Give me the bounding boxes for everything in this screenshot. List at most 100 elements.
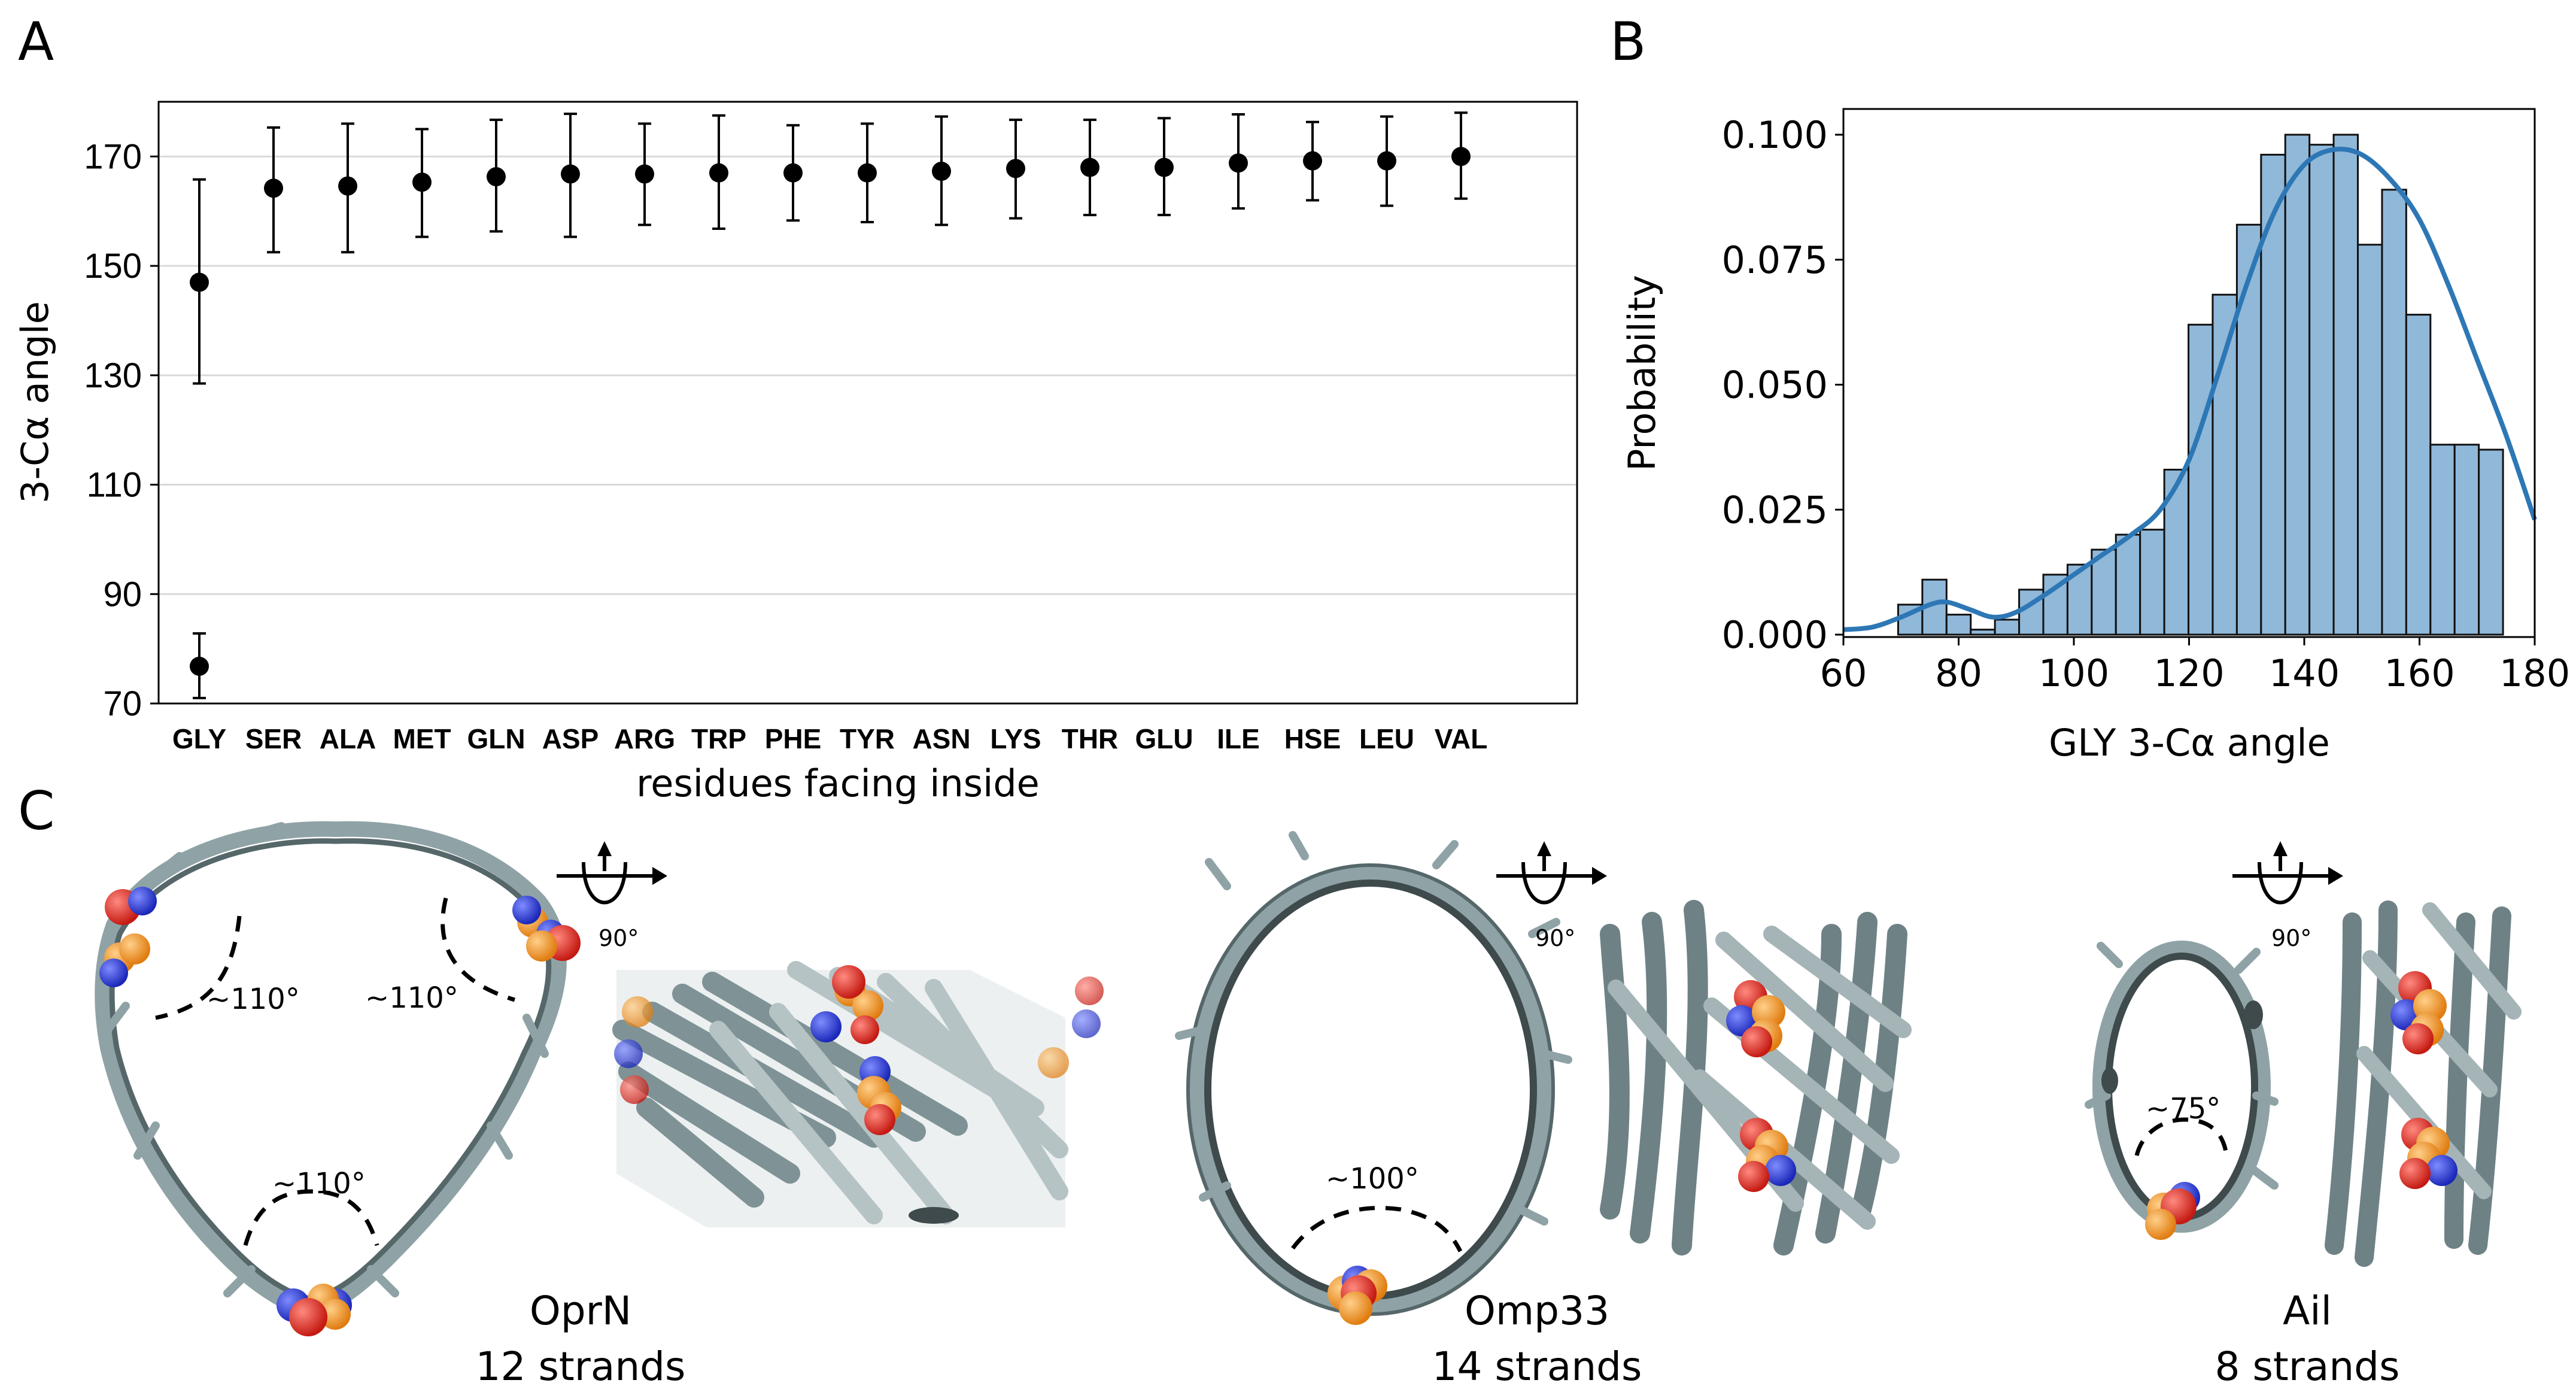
oprn-side-view	[612, 961, 1104, 1227]
ail-angle: ~75°	[2146, 1092, 2220, 1126]
omp33-side-view	[1600, 900, 1912, 1256]
panel-b-x-ticks: 60 80 100 120 140 160 180	[1820, 637, 2570, 695]
oprn-gly-spheres-right	[512, 896, 581, 962]
panel-b-histogram-bar	[2284, 134, 2311, 636]
panel-b-x-tick-label: 180	[2499, 651, 2570, 695]
panel-b-histogram-bar	[2188, 323, 2214, 636]
panel-a-data-point	[412, 172, 432, 192]
ail-side-view	[2325, 900, 2522, 1267]
oprn-angle-right: ~110°	[365, 981, 458, 1015]
panel-a-y-axis-label: 3-Cα angle	[13, 301, 57, 504]
panel-a-data-point	[487, 167, 506, 187]
panel-b-histogram-bar	[2235, 223, 2262, 636]
panel-a-data-point	[858, 163, 877, 183]
panel-a-x-tick-label: TYR	[840, 723, 895, 754]
panel-b-y-tick-label: 0.025	[1722, 488, 1828, 532]
omp33-rotation-icon: 90°	[1496, 841, 1607, 951]
panel-b-histogram-bar	[2405, 314, 2432, 636]
panel-b-histogram-bar	[1994, 618, 2021, 636]
ail-name: Ail	[2283, 1288, 2332, 1334]
oprn-angle-left: ~110°	[206, 982, 300, 1016]
panel-a-x-ticks: GLY SER ALA MET GLN ASP ARG TRP PHE TYR ASN LYS THR G…	[172, 723, 1487, 754]
panel-b-histogram-bar	[2115, 533, 2141, 636]
oprn-rotation-label: 90°	[599, 925, 639, 951]
omp33-name: Omp33	[1465, 1288, 1609, 1334]
panel-a-y-tick-label: 170	[84, 137, 142, 176]
panel-a-x-tick-label: HSE	[1284, 723, 1341, 754]
panel-b-histogram-bar	[1970, 629, 1996, 636]
ail-rotation-icon: 90°	[2232, 841, 2343, 951]
panel-b-histogram-bar	[2478, 448, 2504, 636]
panel-a-x-tick-label: VAL	[1435, 723, 1488, 754]
panel-b-y-axis-label: Probability	[1620, 275, 1664, 471]
panel-a-data-point	[1080, 157, 1099, 177]
oprn-gly-spheres-left	[99, 887, 157, 987]
panel-a-x-tick-label: ILE	[1217, 723, 1260, 754]
oprn-strands: 12 strands	[476, 1344, 686, 1390]
panel-a-x-tick-label: ASP	[542, 723, 599, 754]
panel-b-chart: 0.000 0.025 0.050 0.075 0.100 60 80 100 120 140 1…	[1620, 108, 2570, 765]
panel-a-data-point	[635, 164, 654, 184]
panel-b-histogram-bars	[1897, 134, 2504, 636]
omp33-strands: 14 strands	[1432, 1344, 1642, 1390]
panel-b-kde-curve	[1843, 147, 2537, 632]
panel-b-y-tick-label: 0.100	[1722, 113, 1828, 157]
panel-b-x-tick-label: 80	[1935, 651, 1982, 695]
panel-a-y-tick-label: 150	[84, 247, 142, 286]
panel-a-x-tick-label: PHE	[765, 723, 822, 754]
panel-b-histogram-bar	[2091, 548, 2117, 636]
panel-a-x-axis-label: residues facing inside	[636, 762, 1040, 805]
panel-b-histogram-bar	[2429, 444, 2456, 636]
panel-b-y-tick-label: 0.000	[1722, 613, 1828, 657]
panel-b-x-tick-label: 160	[2384, 651, 2455, 695]
panel-b-y-tick-label: 0.075	[1722, 238, 1828, 282]
panel-a-x-tick-label: LEU	[1359, 723, 1414, 754]
oprn-rotation-icon: 90°	[557, 841, 667, 951]
panel-a-data-point	[561, 164, 580, 184]
panel-b-histogram-bar	[2453, 444, 2480, 636]
panel-b-histogram-bar	[2381, 189, 2407, 636]
panel-b-histogram-bar	[2357, 244, 2383, 636]
panel-b-x-tick-label: 120	[2153, 651, 2224, 695]
panel-a-x-tick-label: GLY	[172, 723, 226, 754]
panel-b-x-tick-label: 60	[1820, 651, 1867, 695]
panel-a-data-point	[1451, 147, 1471, 166]
panel-a-x-tick-label: TRP	[691, 723, 746, 754]
omp33-angle: ~100°	[1326, 1162, 1419, 1196]
oprn-gly-spheres-bottom	[277, 1284, 352, 1336]
panel-a-y-ticks: 70 90 110 130 150 170	[84, 137, 159, 723]
panel-a-x-tick-label: LYS	[990, 723, 1041, 754]
panel-a-data-point	[783, 163, 803, 183]
panel-b-x-tick-label: 140	[2269, 651, 2340, 695]
panel-a-x-tick-label: SER	[245, 723, 302, 754]
panel-b-histogram-bar	[2332, 134, 2359, 636]
panel-a-data-point	[338, 176, 357, 196]
panel-a-x-tick-label: THR	[1062, 723, 1119, 754]
oprn-angle-bottom: ~110°	[272, 1167, 366, 1200]
omp33-top-view: ~100°	[1175, 831, 1572, 1325]
panel-b-histogram-bar	[1945, 614, 1972, 636]
panel-b-y-tick-label: 0.050	[1722, 363, 1828, 407]
ail-rotation-label: 90°	[2271, 925, 2311, 951]
panel-b-y-ticks: 0.000 0.025 0.050 0.075 0.100	[1722, 113, 1843, 657]
panel-a-x-tick-label: MET	[393, 723, 451, 754]
panel-a-x-tick-label: ALA	[320, 723, 376, 754]
ail-top-view: ~75°	[2085, 941, 2279, 1240]
panel-a-data-point	[1377, 151, 1396, 171]
panel-a-data-point	[190, 272, 209, 292]
panel-a-y-tick-label: 90	[103, 575, 142, 614]
panel-b-x-tick-label: 100	[2039, 651, 2109, 695]
panel-a-x-tick-label: GLN	[467, 723, 525, 754]
panel-c-structures: ~110° ~110° ~110°	[95, 821, 2522, 1390]
panel-a-data-point	[264, 178, 283, 198]
oprn-top-view: ~110° ~110° ~110°	[95, 821, 581, 1336]
panel-a-data-point	[1006, 159, 1025, 178]
oprn-name: OprN	[530, 1288, 631, 1334]
panel-a-y-tick-label: 130	[84, 356, 142, 395]
panel-a-points	[190, 111, 1471, 699]
panel-a-y-tick-label: 70	[103, 684, 142, 723]
ail-strands: 8 strands	[2215, 1344, 2400, 1390]
panel-b-histogram-bar	[2260, 153, 2286, 636]
panel-a-frame	[157, 101, 1578, 705]
panel-a-x-tick-label: ARG	[614, 723, 675, 754]
